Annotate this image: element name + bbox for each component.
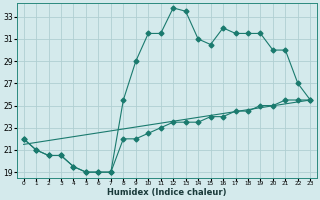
X-axis label: Humidex (Indice chaleur): Humidex (Indice chaleur): [107, 188, 227, 197]
